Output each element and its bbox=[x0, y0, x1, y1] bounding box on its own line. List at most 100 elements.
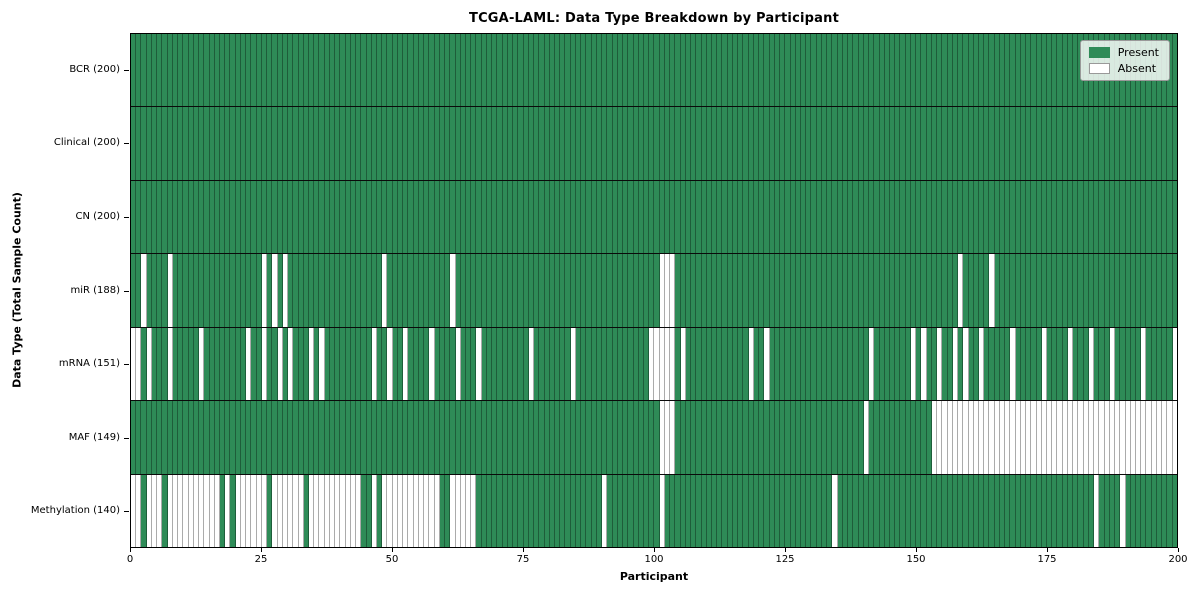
heatmap-cell bbox=[1083, 254, 1089, 327]
heatmap-cell bbox=[544, 327, 550, 401]
heatmap-cell bbox=[780, 254, 786, 327]
heatmap-cell bbox=[832, 401, 838, 474]
heatmap-cell bbox=[560, 254, 566, 327]
heatmap-cell bbox=[1156, 401, 1163, 474]
heatmap-cell bbox=[1067, 401, 1074, 474]
heatmap-cell bbox=[308, 180, 315, 254]
heatmap-cell bbox=[701, 34, 707, 107]
heatmap-cell bbox=[1057, 34, 1063, 107]
heatmap-cell bbox=[926, 327, 932, 401]
heatmap-cell bbox=[821, 180, 828, 254]
heatmap-cell bbox=[1162, 180, 1168, 254]
heatmap-cell bbox=[361, 327, 367, 401]
heatmap-cell bbox=[308, 474, 315, 547]
heatmap-cell bbox=[1041, 474, 1048, 547]
heatmap-cell bbox=[895, 474, 901, 547]
heatmap-cell bbox=[502, 327, 508, 401]
heatmap-cell bbox=[397, 401, 404, 474]
heatmap-cell bbox=[1109, 254, 1116, 327]
heatmap-cell bbox=[549, 401, 555, 474]
heatmap-cell bbox=[900, 401, 906, 474]
heatmap-cell bbox=[837, 474, 843, 547]
heatmap-cell bbox=[816, 327, 822, 401]
heatmap-cell bbox=[1057, 254, 1063, 327]
heatmap-cell bbox=[1115, 254, 1121, 327]
heatmap-cell bbox=[623, 180, 629, 254]
x-tick-label: 75 bbox=[516, 554, 530, 565]
heatmap-cell bbox=[293, 34, 299, 107]
heatmap-cell bbox=[356, 107, 362, 180]
heatmap-cell bbox=[884, 254, 890, 327]
heatmap-cell bbox=[560, 180, 566, 254]
heatmap-cell bbox=[623, 327, 629, 401]
heatmap-cell bbox=[303, 254, 309, 327]
heatmap-cell bbox=[507, 254, 514, 327]
heatmap-cell bbox=[502, 107, 508, 180]
heatmap-cell bbox=[141, 327, 147, 401]
heatmap-cell bbox=[308, 34, 315, 107]
heatmap-cell bbox=[827, 180, 833, 254]
heatmap-cell bbox=[989, 474, 995, 547]
heatmap-cell bbox=[356, 34, 362, 107]
heatmap-cell bbox=[581, 401, 587, 474]
heatmap-cell bbox=[387, 34, 393, 107]
heatmap-cell bbox=[999, 107, 1006, 180]
heatmap-cell bbox=[424, 34, 430, 107]
heatmap-cell bbox=[958, 180, 964, 254]
heatmap-cell bbox=[335, 34, 341, 107]
heatmap-cell bbox=[518, 327, 524, 401]
heatmap-cell bbox=[900, 180, 906, 254]
y-tick-mark bbox=[124, 291, 129, 292]
heatmap-cell bbox=[806, 107, 812, 180]
heatmap-cell bbox=[706, 327, 713, 401]
heatmap-cell bbox=[607, 107, 613, 180]
heatmap-cell bbox=[685, 107, 692, 180]
heatmap-cell bbox=[403, 180, 409, 254]
heatmap-cell bbox=[680, 401, 686, 474]
heatmap-cell bbox=[1167, 107, 1173, 180]
heatmap-cell bbox=[403, 107, 409, 180]
heatmap-cell bbox=[554, 34, 561, 107]
x-tick-mark bbox=[392, 548, 393, 552]
heatmap-cell bbox=[999, 474, 1006, 547]
heatmap-cell bbox=[994, 254, 1000, 327]
x-tick-label: 200 bbox=[1168, 554, 1188, 565]
heatmap-cell bbox=[575, 34, 582, 107]
heatmap-cell bbox=[324, 401, 330, 474]
heatmap-row-bcr bbox=[131, 34, 1177, 108]
heatmap-cell bbox=[460, 401, 466, 474]
heatmap-cell bbox=[513, 327, 519, 401]
heatmap-cell bbox=[261, 327, 268, 401]
heatmap-cell bbox=[141, 254, 147, 327]
heatmap-cell bbox=[617, 254, 624, 327]
heatmap-cell bbox=[670, 34, 676, 107]
heatmap-cell bbox=[837, 327, 843, 401]
heatmap-cell bbox=[869, 107, 875, 180]
heatmap-cell bbox=[753, 254, 760, 327]
heatmap-cell bbox=[732, 327, 739, 401]
heatmap-cell bbox=[219, 254, 226, 327]
heatmap-cell bbox=[141, 107, 147, 180]
heatmap-cell bbox=[219, 474, 226, 547]
heatmap-cell bbox=[931, 474, 938, 547]
heatmap-cell bbox=[230, 34, 236, 107]
heatmap-cell bbox=[727, 107, 733, 180]
heatmap-cell bbox=[1031, 254, 1037, 327]
heatmap-cell bbox=[549, 254, 555, 327]
x-tick-label: 25 bbox=[254, 554, 268, 565]
heatmap-cell bbox=[439, 180, 446, 254]
heatmap-cell bbox=[994, 401, 1000, 474]
heatmap-cell bbox=[586, 327, 592, 401]
heatmap-cell bbox=[523, 107, 529, 180]
heatmap-cell bbox=[1172, 180, 1177, 254]
heatmap-cell bbox=[476, 254, 482, 327]
heatmap-cell bbox=[445, 107, 451, 180]
heatmap-cell bbox=[277, 180, 283, 254]
heatmap-cell bbox=[193, 327, 200, 401]
heatmap-cell bbox=[732, 474, 739, 547]
heatmap-cell bbox=[759, 401, 765, 474]
heatmap-cell bbox=[764, 474, 770, 547]
heatmap-cell bbox=[848, 34, 854, 107]
heatmap-cell bbox=[534, 474, 540, 547]
legend-item-absent: Absent bbox=[1088, 63, 1159, 74]
